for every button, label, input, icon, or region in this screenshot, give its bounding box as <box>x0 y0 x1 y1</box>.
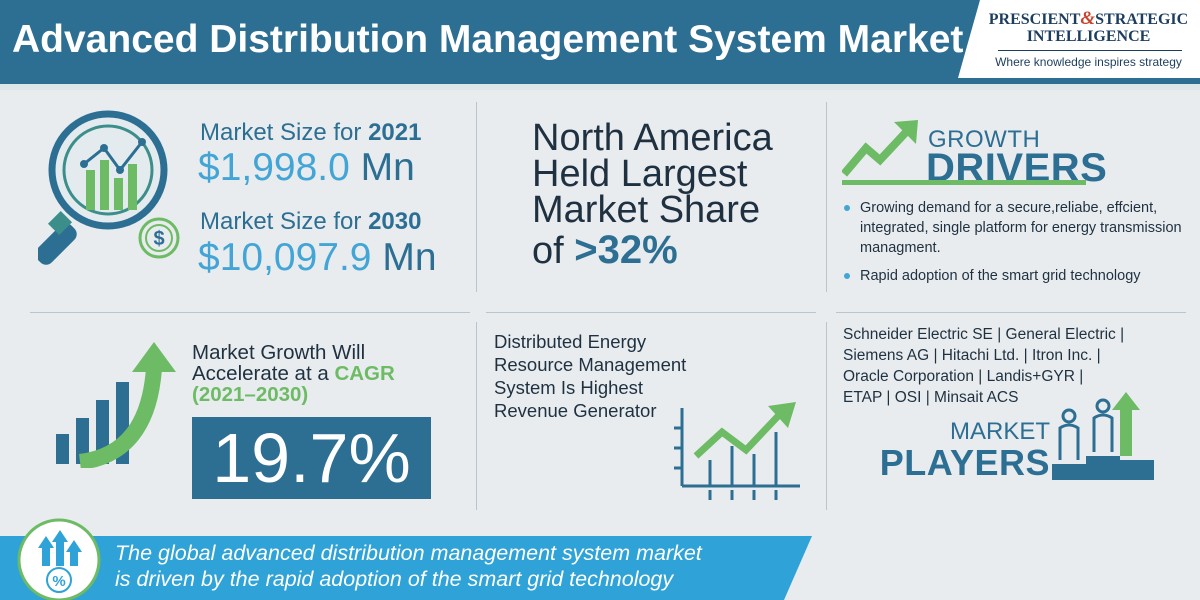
market-size-2021-label: Market Size for 2021 <box>200 119 422 146</box>
growth-drivers-list: Growing demand for a secure,reliabe, eff… <box>842 198 1192 294</box>
cagr-value: 19.7% <box>212 419 411 497</box>
cagr-line-2: Accelerate at a CAGR <box>192 362 395 385</box>
footer-line-1: The global advanced distribution managem… <box>115 541 702 565</box>
bullet-dot <box>844 205 850 211</box>
svg-text:$: $ <box>153 228 164 250</box>
players-line-2: Siemens AG | Hitachi Ltd. | Itron Inc. | <box>843 347 1101 364</box>
cagr-box <box>192 417 431 499</box>
line-chart-icon <box>674 402 800 500</box>
market-players-title-small: MARKET <box>949 418 1050 445</box>
title-strip <box>0 84 1200 90</box>
svg-text:%: % <box>52 573 65 590</box>
footer-banner <box>0 536 812 600</box>
list-item: Growing demand for a secure,reliabe, eff… <box>842 198 1192 258</box>
growth-drivers-title-small: GROWTH <box>928 126 1041 153</box>
divider-v3 <box>476 322 477 510</box>
logo-line-1: PRESCIENT&STRATEGIC <box>988 8 1189 29</box>
north-america-line-3: Market Share <box>532 189 761 231</box>
segment-line-4: Revenue Generator <box>494 400 657 421</box>
players-line-4: ETAP | OSI | Minsait ACS <box>843 389 1019 406</box>
divider-v2 <box>826 102 827 292</box>
divider-h3 <box>836 312 1186 313</box>
growth-bars-arrow-icon <box>56 342 176 468</box>
list-item: Rapid adoption of the smart grid technol… <box>842 266 1192 286</box>
magnifier-chart-icon <box>38 110 168 265</box>
segment-line-3: System Is Highest <box>494 377 644 398</box>
market-size-2021-value: $1,998.0 Mn <box>198 146 415 189</box>
logo-rule <box>998 50 1182 51</box>
market-players-title-big: PLAYERS <box>879 442 1050 483</box>
growth-arrow-icon <box>842 120 918 177</box>
logo-panel <box>958 0 1200 78</box>
north-america-line-2: Held Largest <box>532 153 748 195</box>
page-title: Advanced Distribution Management System … <box>12 18 964 61</box>
divider-h2 <box>486 312 816 313</box>
divider-h1 <box>30 312 470 313</box>
divider-v1 <box>476 102 477 292</box>
divider-v4 <box>826 322 827 510</box>
percent-growth-icon: % <box>17 518 101 600</box>
market-size-2030-label: Market Size for 2030 <box>200 208 422 235</box>
players-line-1: Schneider Electric SE | General Electric… <box>843 326 1125 343</box>
segment-line-1: Distributed Energy <box>494 331 647 352</box>
segment-line-2: Resource Management <box>494 354 687 375</box>
footer-message: The global advanced distribution managem… <box>115 540 702 592</box>
bullet-dot <box>844 273 850 279</box>
cagr-line-1: Market Growth Will <box>192 341 366 364</box>
north-america-share: of >32% <box>532 228 678 272</box>
logo-line-2: INTELLIGENCE <box>1026 28 1151 45</box>
footer-line-2: is driven by the rapid adoption of the s… <box>115 567 674 591</box>
market-size-2030-value: $10,097.9 Mn <box>198 236 437 279</box>
north-america-line-1: North America <box>532 117 773 159</box>
dollar-coin-icon: $ <box>138 217 180 259</box>
growth-drivers-rule <box>842 180 1086 185</box>
players-podium-icon <box>1052 392 1154 480</box>
players-line-3: Oracle Corporation | Landis+GYR | <box>843 368 1084 385</box>
cagr-years: (2021–2030) <box>192 383 309 406</box>
logo-tagline: Where knowledge inspires strategy <box>995 55 1182 69</box>
